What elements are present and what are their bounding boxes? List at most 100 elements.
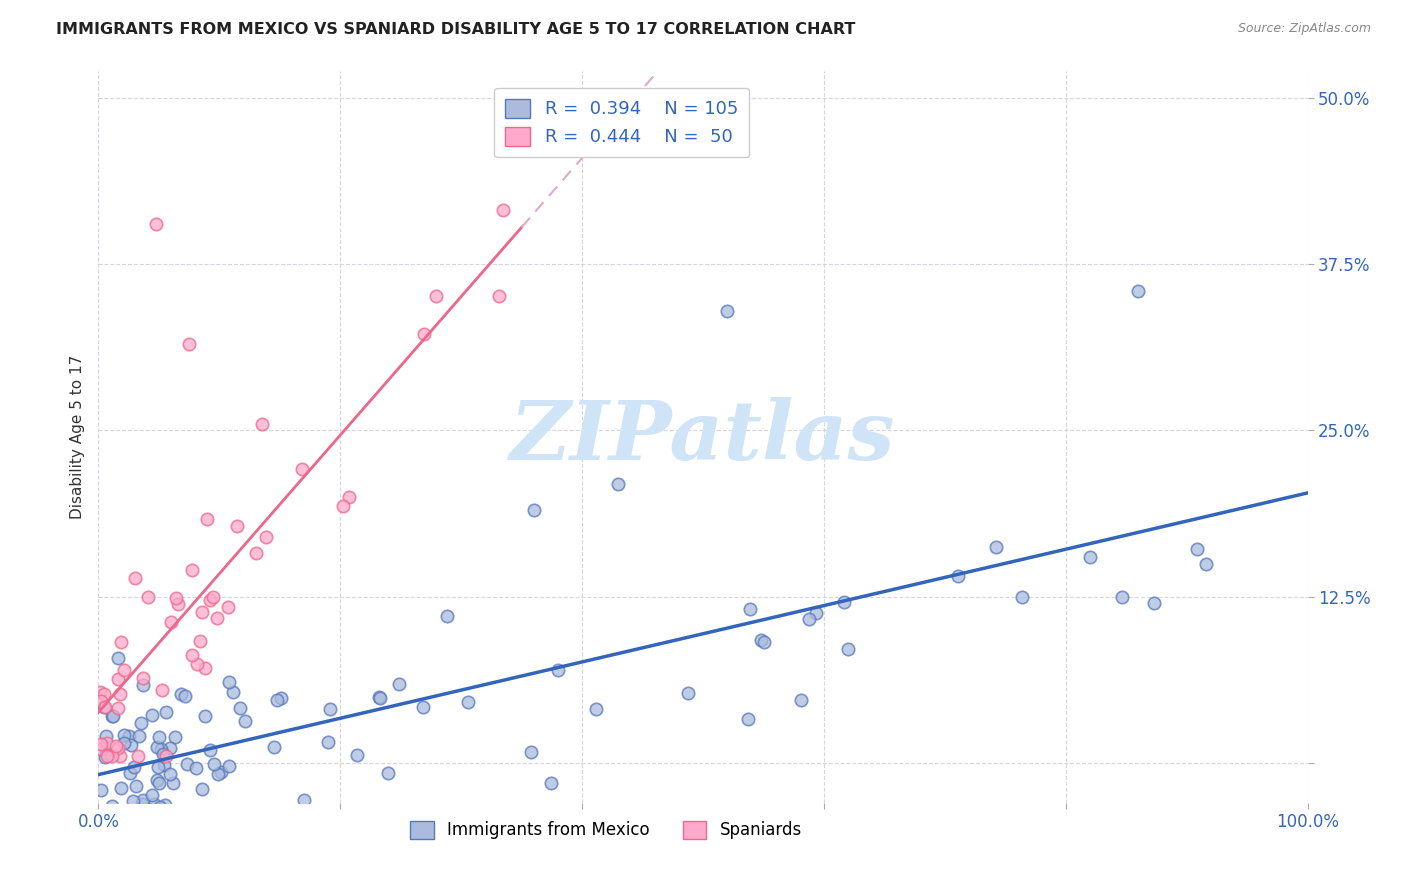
Point [457,695,479,709]
Point [152,758,174,772]
Point [1111,590,1133,604]
Point [806,606,828,620]
Point [108,749,131,764]
Point [346,747,368,762]
Point [107,701,129,715]
Point [207,766,229,780]
Point [110,781,132,796]
Point [94,750,117,764]
Point [90,741,112,756]
Point [93,700,115,714]
Point [368,690,391,705]
Point [377,766,399,780]
Point [547,663,569,677]
Point [124,571,146,585]
Point [96,736,118,750]
Point [332,500,354,514]
Point [141,708,163,723]
Point [90,737,112,751]
Point [155,749,177,764]
Point [749,633,772,648]
Point [250,417,273,431]
Point [540,776,562,790]
Point [1185,542,1208,557]
Point [94,730,117,744]
Point [291,462,314,476]
Point [1011,591,1033,605]
Point [152,747,174,762]
Point [125,779,148,793]
Point [101,708,124,723]
Point [319,702,342,716]
Y-axis label: Disability Age 5 to 17: Disability Age 5 to 17 [69,355,84,519]
Point [202,757,225,772]
Point [134,803,156,817]
Point [150,742,173,756]
Point [101,708,124,723]
Point [209,765,232,780]
Point [194,661,217,675]
Point [110,635,132,649]
Point [207,611,229,625]
Point [94,746,117,760]
Point [89,684,111,698]
Point [138,590,160,604]
Point [737,712,759,726]
Point [1143,595,1166,609]
Point [132,678,155,692]
Point [519,745,541,759]
Point [799,612,821,626]
Point [101,799,124,814]
Point [425,288,447,302]
Point [129,715,152,730]
Point [245,546,267,560]
Point [412,700,434,714]
Point [492,202,515,217]
Point [218,759,240,773]
Point [127,749,149,764]
Point [752,635,775,649]
Point [790,693,813,707]
Point [96,749,118,764]
Point [837,641,859,656]
Point [523,503,546,517]
Point [122,794,145,808]
Point [107,672,129,686]
Point [263,739,285,754]
Point [169,687,191,701]
Point [716,303,738,318]
Point [607,476,630,491]
Point [174,689,197,703]
Point [388,677,411,691]
Point [194,709,217,723]
Point [1078,550,1101,565]
Point [93,687,115,701]
Point [740,602,762,616]
Point [107,741,129,756]
Point [676,686,699,700]
Point [145,772,167,787]
Point [292,793,315,807]
Point [1195,557,1218,571]
Point [120,738,142,752]
Text: IMMIGRANTS FROM MEXICO VS SPANIARD DISABILITY AGE 5 TO 17 CORRELATION CHART: IMMIGRANTS FROM MEXICO VS SPANIARD DISAB… [56,22,856,37]
Point [202,590,225,604]
Point [179,337,201,351]
Point [832,594,855,608]
Point [225,519,247,533]
Point [233,714,256,729]
Point [155,705,177,719]
Point [101,749,124,764]
Point [155,797,177,812]
Point [162,776,184,790]
Point [159,767,181,781]
Point [181,563,204,577]
Point [131,797,153,812]
Point [221,685,243,699]
Text: Source: ZipAtlas.com: Source: ZipAtlas.com [1237,22,1371,36]
Point [90,783,112,797]
Point [132,793,155,807]
Point [149,799,172,814]
Point [94,700,117,714]
Point [186,657,208,671]
